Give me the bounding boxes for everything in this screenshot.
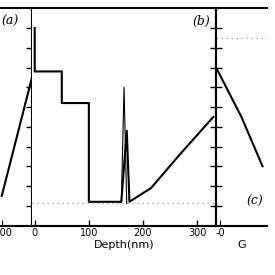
Text: (a): (a) bbox=[2, 15, 19, 28]
X-axis label: Depth(nm): Depth(nm) bbox=[94, 240, 154, 250]
Text: (b): (b) bbox=[193, 15, 211, 28]
Text: (c): (c) bbox=[246, 195, 263, 208]
X-axis label: G: G bbox=[237, 240, 246, 250]
